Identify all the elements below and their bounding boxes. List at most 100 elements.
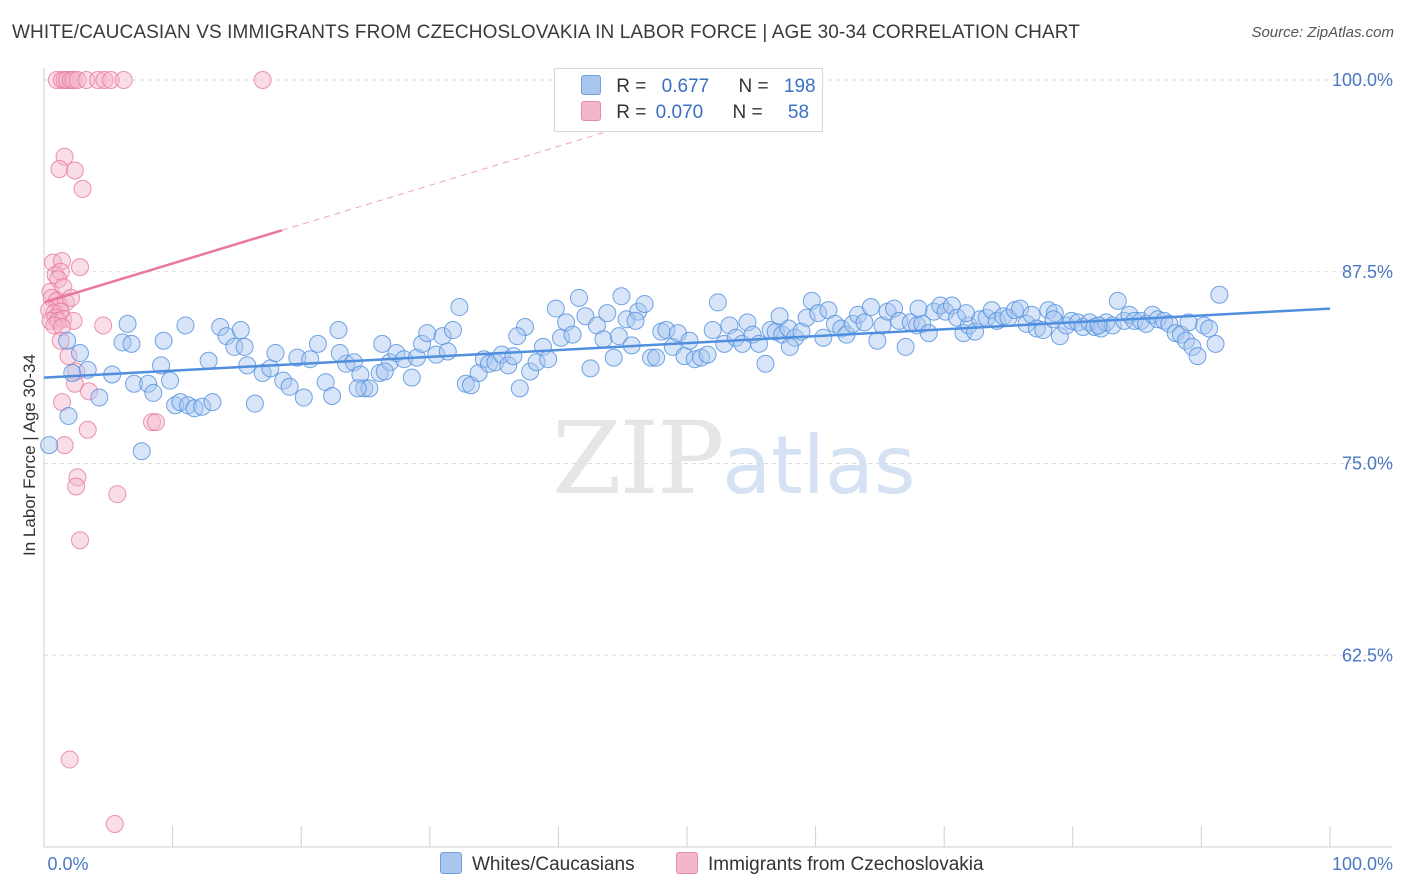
- whites-point: [348, 379, 367, 398]
- whites-point: [612, 287, 631, 306]
- bottom-legend-label-immigrants: Immigrants from Czechoslovakia: [708, 854, 984, 875]
- immigrants-point: [146, 413, 165, 432]
- whites-point: [1194, 316, 1213, 335]
- whites-point: [351, 365, 370, 384]
- immigrants-point: [101, 71, 120, 89]
- whites-point: [814, 328, 833, 347]
- whites-point: [199, 351, 218, 370]
- immigrants-point: [114, 71, 133, 89]
- watermark-atlas: atlas: [722, 419, 916, 512]
- whites-point: [193, 397, 212, 416]
- whites-point: [1200, 319, 1219, 338]
- immigrants-point: [59, 347, 78, 366]
- whites-point: [1183, 337, 1202, 356]
- legend-n-value: 198: [783, 76, 816, 97]
- legend-row-whites: R = 0.677 N = 198: [581, 75, 816, 101]
- immigrants-point: [46, 308, 65, 327]
- y-tick-label: 75.0%: [1342, 454, 1393, 474]
- whites-point: [479, 354, 498, 373]
- whites-point: [1160, 314, 1179, 333]
- whites-point: [176, 316, 195, 335]
- whites-point: [443, 321, 462, 340]
- immigrants-point: [78, 420, 97, 439]
- whites-trend-line: [43, 307, 1331, 379]
- immigrants-point: [105, 814, 124, 833]
- legend-swatch-immigrants: [581, 101, 601, 121]
- whites-point: [546, 299, 565, 318]
- whites-point: [708, 293, 727, 312]
- immigrants-point: [108, 485, 127, 504]
- legend-r-value: 0.677: [661, 76, 710, 97]
- x-tick-label: 100.0%: [1332, 854, 1393, 874]
- whites-point: [1210, 285, 1229, 304]
- whites-point: [402, 368, 421, 387]
- whites-point: [1206, 334, 1225, 353]
- bottom-legend-label-whites: Whites/Caucasians: [472, 854, 635, 875]
- watermark-zip: ZIP: [552, 400, 724, 517]
- whites-point: [510, 379, 529, 398]
- whites-point: [280, 377, 299, 396]
- immigrants-point: [71, 531, 90, 550]
- whites-point: [122, 334, 141, 353]
- immigrants-point: [60, 750, 79, 769]
- whites-point: [1125, 311, 1144, 330]
- y-tick-label: 87.5%: [1342, 262, 1393, 282]
- whites-point: [211, 317, 230, 336]
- tick-labels: 62.5% 75.0% 87.5% 100.0% 0.0% 100.0%: [47, 70, 1393, 874]
- immigrants-point: [64, 311, 83, 330]
- whites-point: [563, 325, 582, 344]
- whites-point: [641, 348, 660, 367]
- whites-point: [203, 393, 222, 412]
- y-tick-label: 62.5%: [1342, 645, 1393, 665]
- whites-point: [144, 383, 163, 402]
- legend-swatch-whites: [581, 75, 601, 95]
- whites-point: [982, 301, 1001, 320]
- whites-point: [909, 299, 928, 318]
- whites-point: [288, 348, 307, 367]
- whites-point: [413, 334, 432, 353]
- immigrants-point: [73, 179, 92, 198]
- whites-point: [604, 348, 623, 367]
- whites-point: [825, 314, 844, 333]
- whites-point: [132, 442, 151, 461]
- whites-point: [598, 304, 617, 323]
- whites-point: [59, 406, 78, 425]
- whites-point: [427, 345, 446, 364]
- immigrants-point: [50, 159, 69, 178]
- whites-point: [1179, 313, 1198, 332]
- whites-point: [581, 359, 600, 378]
- whites-point: [657, 321, 676, 340]
- whites-point: [1045, 304, 1064, 323]
- whites-point: [154, 331, 173, 350]
- bottom-legend-swatch-immigrants: [676, 852, 698, 874]
- whites-point: [797, 308, 816, 327]
- whites-point: [843, 314, 862, 333]
- whites-point: [609, 327, 628, 346]
- whites-point: [469, 363, 488, 382]
- x-tick-label: 0.0%: [47, 854, 88, 874]
- whites-point: [715, 334, 734, 353]
- whites-point: [1050, 327, 1069, 346]
- whites-point: [418, 324, 437, 343]
- whites-point: [118, 314, 137, 333]
- whites-point: [329, 321, 348, 340]
- legend-r-value: 0.070: [655, 102, 704, 123]
- immigrants-point: [58, 71, 77, 89]
- immigrants-points: [40, 71, 272, 833]
- whites-point: [521, 362, 540, 381]
- whites-point: [698, 345, 717, 364]
- whites-point: [780, 337, 799, 356]
- immigrants-point: [45, 316, 64, 335]
- whites-point: [896, 337, 915, 356]
- whites-point: [539, 350, 558, 369]
- whites-point: [330, 344, 349, 363]
- whites-point: [337, 354, 356, 373]
- legend-row-immigrants: R = 0.070 N = 58: [581, 101, 809, 127]
- whites-point: [225, 337, 244, 356]
- immigrants-trend-line: [43, 229, 283, 304]
- immigrants-point: [68, 71, 87, 89]
- whites-point: [873, 316, 892, 335]
- immigrants-point: [143, 413, 162, 432]
- whites-point: [125, 374, 144, 393]
